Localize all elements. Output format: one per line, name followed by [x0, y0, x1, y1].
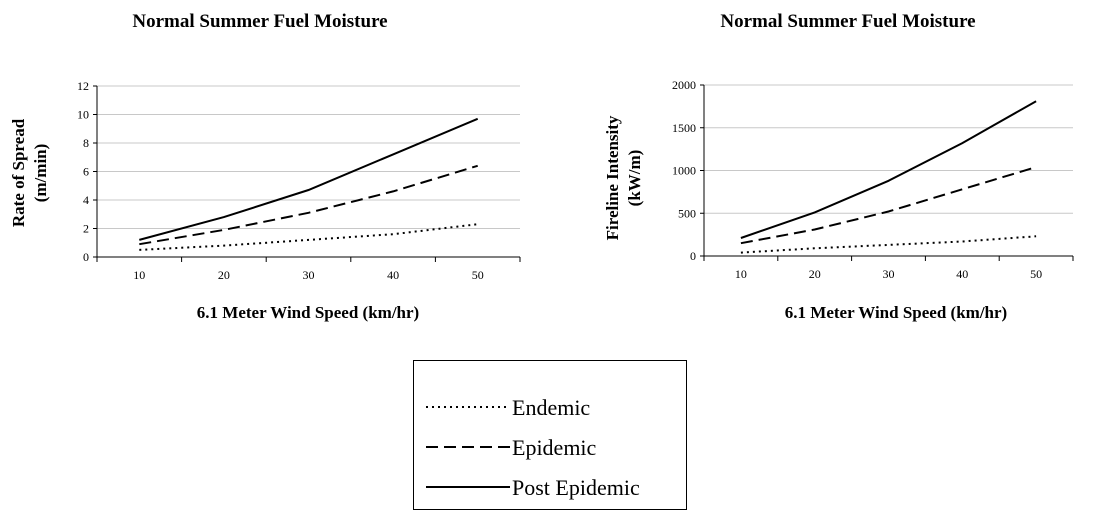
chart-title: Normal Summer Fuel Moisture — [132, 11, 387, 32]
x-tick-label: 50 — [1030, 267, 1042, 281]
y-tick-label: 2000 — [672, 78, 696, 92]
x-tick-label: 10 — [735, 267, 747, 281]
y-tick-label: 8 — [83, 136, 89, 150]
legend: Endemic Epidemic Post Epidemic — [413, 360, 687, 510]
legend-item-epidemic: Epidemic — [426, 435, 597, 460]
y-tick-label: 0 — [690, 249, 696, 263]
y-axis-title-line-1: Rate of Spread — [9, 118, 28, 227]
y-tick-label: 2 — [83, 222, 89, 236]
y-tick-label: 1000 — [672, 164, 696, 178]
x-axis-title: 6.1 Meter Wind Speed (km/hr) — [197, 303, 419, 322]
y-tick-label: 1500 — [672, 121, 696, 135]
x-axis-title: 6.1 Meter Wind Speed (km/hr) — [785, 303, 1007, 322]
y-tick-label: 4 — [83, 193, 89, 207]
x-tick-label: 10 — [133, 268, 145, 282]
y-tick-label: 500 — [678, 206, 696, 220]
x-tick-label: 40 — [387, 268, 399, 282]
series-line-endemic — [740, 235, 1037, 254]
x-tick-label: 30 — [303, 268, 315, 282]
plot-area: 0 500 1000 1500 2000 10 20 30 40 50 — [672, 78, 1074, 281]
series-line-epidemic — [139, 164, 478, 246]
chart-title: Normal Summer Fuel Moisture — [720, 11, 975, 32]
plot-area: 0 2 4 6 8 10 12 10 20 30 40 50 — [77, 79, 521, 282]
legend-label-endemic: Endemic — [512, 395, 590, 420]
legend-item-post-epidemic: Post Epidemic — [426, 475, 640, 500]
fireline-intensity-chart: Normal Summer Fuel Moisture 0 500 1000 1500… — [603, 11, 1074, 322]
series-line-endemic — [139, 223, 478, 251]
x-tick-label: 40 — [956, 267, 968, 281]
y-axis-title-line-2: (kW/m) — [625, 150, 644, 207]
x-tick-label: 30 — [883, 267, 895, 281]
x-tick-label: 50 — [472, 268, 484, 282]
legend-item-endemic: Endemic — [426, 395, 590, 420]
y-axis-title-line-1: Fireline Intensity — [603, 115, 622, 240]
x-tick-label: 20 — [809, 267, 821, 281]
legend-label-post-epidemic: Post Epidemic — [512, 475, 640, 500]
legend-label-epidemic: Epidemic — [512, 435, 597, 460]
series-line-post-epidemic — [139, 117, 479, 241]
series-line-post-epidemic — [740, 100, 1037, 239]
x-tick-label: 20 — [218, 268, 230, 282]
y-tick-label: 10 — [77, 108, 89, 122]
rate-of-spread-chart: Normal Summer Fuel Moisture 0 2 4 6 8 10 12 10 2… — [9, 11, 521, 322]
series-line-epidemic — [740, 166, 1037, 245]
y-tick-label: 12 — [77, 79, 89, 93]
y-tick-label: 6 — [83, 165, 89, 179]
y-axis-title-line-2: (m/min) — [31, 144, 50, 203]
y-tick-label: 0 — [83, 250, 89, 264]
